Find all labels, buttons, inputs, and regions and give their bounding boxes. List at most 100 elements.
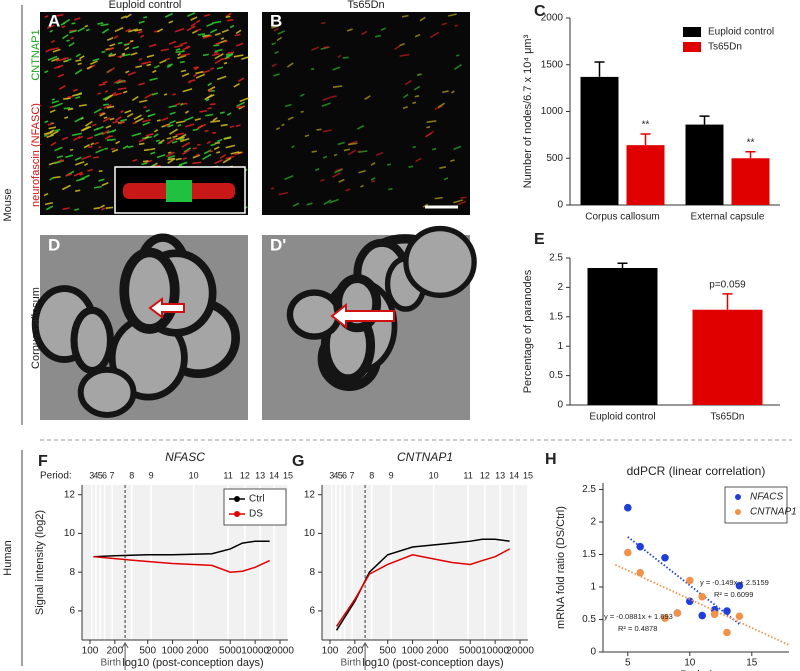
streak (111, 128, 117, 133)
streak (114, 26, 124, 33)
streak (275, 127, 281, 131)
streak (102, 117, 111, 123)
y-tick-label: 8 (309, 567, 315, 578)
streak (51, 98, 55, 101)
streak (434, 196, 443, 200)
streak (50, 47, 59, 51)
streak (112, 120, 119, 124)
streak (404, 79, 412, 86)
point (636, 542, 644, 551)
streak (109, 117, 115, 121)
streak (78, 135, 84, 139)
streak (320, 178, 325, 182)
streak (214, 53, 224, 60)
streak (43, 192, 49, 197)
streak (126, 112, 134, 118)
streak (277, 30, 286, 35)
streak (95, 148, 105, 154)
y-tick-label: 6 (309, 606, 315, 617)
streak (52, 48, 61, 53)
streak (71, 22, 76, 25)
streak (235, 42, 244, 47)
streak (234, 33, 241, 37)
streak (125, 13, 132, 19)
streak (387, 163, 391, 166)
error-bar (594, 61, 605, 77)
streak (220, 123, 228, 127)
streak (454, 24, 459, 27)
streak (86, 136, 94, 140)
streak (180, 60, 185, 64)
streak (399, 42, 405, 47)
x-tick-label: 200 (107, 646, 124, 657)
streak (190, 16, 198, 21)
streak (311, 46, 320, 51)
streak (84, 120, 93, 127)
streak (270, 187, 275, 190)
streak (101, 50, 106, 54)
streak (322, 129, 332, 133)
x-tick-label: 20000 (266, 646, 294, 657)
streak (413, 85, 421, 91)
point (686, 576, 694, 585)
streak (175, 157, 182, 161)
streak (184, 110, 189, 114)
streak (322, 155, 328, 159)
streak (192, 161, 202, 165)
streak (225, 155, 235, 160)
line (93, 555, 270, 573)
streak (102, 80, 108, 84)
streak (292, 202, 300, 207)
streak (163, 93, 168, 96)
y-tick-label: 1500 (541, 59, 564, 70)
streak (278, 191, 289, 196)
streak (216, 138, 223, 143)
panel-label: D' (270, 235, 286, 254)
streak (79, 55, 85, 60)
period-label: 7 (110, 470, 115, 480)
streak (175, 50, 185, 54)
x-tick-label: 1000 (161, 646, 184, 657)
streak (148, 43, 157, 48)
legend-label: Ctrl (249, 494, 265, 505)
streak (125, 28, 131, 33)
streak (401, 14, 409, 18)
chart-title: ddPCR (linear correlation) (627, 464, 766, 478)
streak (127, 145, 134, 149)
streak (156, 119, 161, 122)
streak (63, 57, 69, 60)
annotation: p=0.059 (709, 280, 746, 291)
y-axis-label: mRNA fold ratio (DS/Ctrl) (555, 506, 567, 629)
streak (225, 15, 231, 18)
bar (731, 158, 770, 205)
y-tick-label: 6 (69, 606, 75, 617)
streak (101, 129, 110, 136)
y-tick-label: 12 (304, 489, 316, 500)
streak (155, 139, 160, 143)
streak (122, 90, 128, 94)
streak (81, 155, 92, 161)
streak (202, 53, 209, 57)
bar (626, 145, 665, 205)
streak (114, 116, 122, 122)
streak (83, 162, 89, 167)
streak (138, 142, 145, 146)
y-tick-label: 10 (64, 528, 76, 539)
streak (130, 39, 134, 43)
streak (331, 172, 341, 178)
streak (116, 79, 126, 84)
streak (370, 162, 376, 166)
arrow (330, 302, 395, 330)
streak (358, 150, 368, 154)
streak (71, 132, 82, 137)
streak (111, 91, 117, 96)
streak (106, 67, 116, 74)
point (698, 592, 706, 601)
panel-label: A (48, 11, 60, 30)
streak (141, 62, 147, 65)
streak (105, 206, 114, 209)
streak (192, 147, 197, 150)
streak (78, 104, 87, 107)
streak (333, 168, 343, 174)
streak (224, 40, 228, 43)
